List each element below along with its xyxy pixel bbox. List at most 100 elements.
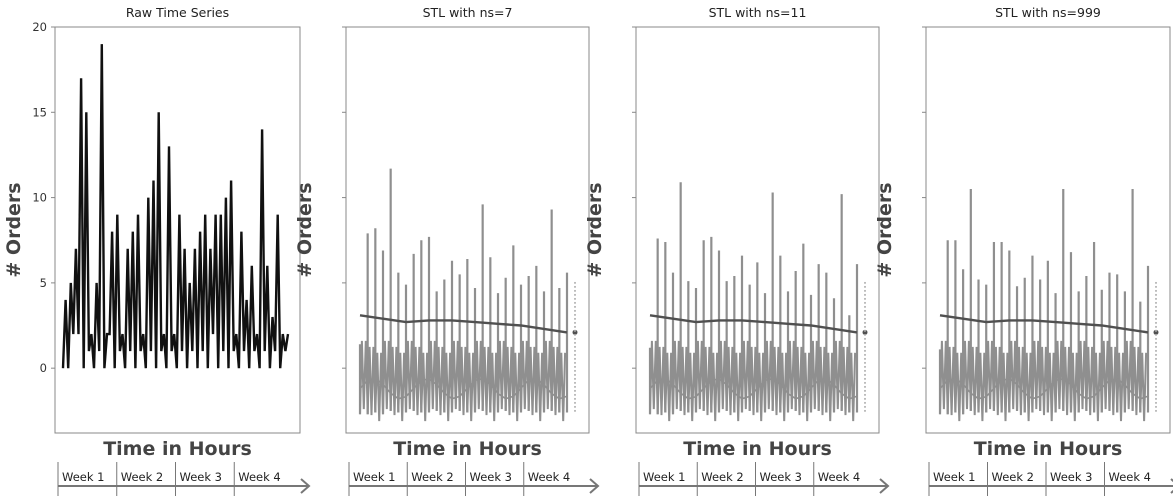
residual-dot bbox=[864, 397, 866, 400]
residual-dot bbox=[574, 405, 576, 408]
plot-frame bbox=[925, 26, 1171, 434]
residual-dot bbox=[864, 329, 866, 332]
residual-dot bbox=[574, 357, 576, 360]
residual-dot bbox=[864, 317, 866, 320]
residual-dot bbox=[1155, 409, 1157, 412]
residual-dot bbox=[574, 397, 576, 400]
residual-dot bbox=[864, 389, 866, 392]
week-label: Week 2 bbox=[992, 470, 1034, 484]
residual-dot bbox=[864, 405, 866, 408]
y-tick-label: 5 bbox=[40, 276, 47, 290]
x-axis-label: Time in Hours bbox=[103, 438, 252, 460]
timeline-arrow-head bbox=[300, 478, 311, 494]
plot-frame bbox=[635, 26, 880, 434]
residual-dot bbox=[1155, 381, 1157, 384]
trend-end-marker bbox=[862, 329, 868, 335]
panel-title: STL with ns=999 bbox=[995, 5, 1101, 20]
residual-dot bbox=[574, 369, 576, 372]
residual-dot bbox=[864, 373, 866, 376]
y-axis-label: # Orders bbox=[874, 182, 896, 277]
panel-1: Raw Time Series 0 5 10 15 20 # Orders Time in H… bbox=[3, 5, 311, 496]
timeline-arrow-head bbox=[589, 478, 600, 494]
residual-dot bbox=[864, 293, 866, 296]
residual-dot bbox=[1155, 305, 1157, 308]
residual-dot bbox=[574, 305, 576, 308]
week-timeline: Week 1 Week 2 Week 3 Week 4 bbox=[57, 462, 311, 496]
residual-dot bbox=[574, 345, 576, 348]
residual-dot bbox=[864, 309, 866, 312]
residual-dot bbox=[1155, 301, 1157, 304]
residual-dot bbox=[864, 357, 866, 360]
week-label: Week 2 bbox=[701, 470, 743, 484]
week-label: Week 1 bbox=[353, 470, 395, 484]
residual-dot bbox=[574, 409, 576, 412]
residual-dot bbox=[864, 353, 866, 356]
week-timeline: Week 1 Week 2 Week 3 Week 4 bbox=[928, 462, 1173, 496]
residual-dot bbox=[1155, 401, 1157, 404]
residual-dot bbox=[574, 341, 576, 344]
week-label: Week 4 bbox=[528, 470, 570, 484]
residual-dot bbox=[1155, 365, 1157, 368]
residual-dot bbox=[1155, 293, 1157, 296]
week-label: Week 1 bbox=[643, 470, 685, 484]
residual-dot bbox=[1155, 281, 1157, 284]
residual-dot bbox=[1155, 345, 1157, 348]
panel-title: Raw Time Series bbox=[126, 5, 229, 20]
week-label: Week 3 bbox=[470, 470, 512, 484]
week-label: Week 3 bbox=[760, 470, 802, 484]
residual-dot bbox=[574, 297, 576, 300]
week-label: Week 4 bbox=[1109, 470, 1151, 484]
residual-dot bbox=[574, 285, 576, 288]
residual-dot bbox=[1155, 333, 1157, 336]
residual-dot bbox=[1155, 353, 1157, 356]
week-label: Week 3 bbox=[180, 470, 222, 484]
residual-dot bbox=[574, 377, 576, 380]
timeline-arrow-head bbox=[879, 478, 890, 494]
seasonal-base-curve bbox=[649, 377, 858, 400]
residual-dot bbox=[1155, 289, 1157, 292]
residual-dot bbox=[574, 333, 576, 336]
plot-frame bbox=[345, 26, 590, 434]
residual-dot bbox=[1155, 285, 1157, 288]
trend-end-marker bbox=[1153, 329, 1159, 335]
residual-dot bbox=[1155, 405, 1157, 408]
residual-dot bbox=[1155, 393, 1157, 396]
week-label: Week 2 bbox=[411, 470, 453, 484]
week-timeline: Week 1 Week 2 Week 3 Week 4 bbox=[348, 462, 600, 496]
week-timeline: Week 1 Week 2 Week 3 Week 4 bbox=[638, 462, 890, 496]
residual-dot bbox=[574, 309, 576, 312]
residual-dot bbox=[864, 325, 866, 328]
residual-dot bbox=[864, 349, 866, 352]
residual-dot bbox=[574, 337, 576, 340]
residual-dot bbox=[574, 401, 576, 404]
residual-dot bbox=[864, 361, 866, 364]
residual-dot bbox=[864, 341, 866, 344]
y-tick-label: 10 bbox=[32, 191, 47, 205]
residual-dot bbox=[864, 385, 866, 388]
residual-dot bbox=[574, 321, 576, 324]
seasonal-series bbox=[938, 189, 1150, 422]
residual-dot bbox=[1155, 341, 1157, 344]
residual-dot bbox=[574, 329, 576, 332]
plot-frame bbox=[54, 26, 301, 434]
residual-dot bbox=[864, 281, 866, 284]
residual-dot bbox=[1155, 325, 1157, 328]
residual-dot bbox=[574, 325, 576, 328]
residual-dot bbox=[574, 353, 576, 356]
residual-dot bbox=[574, 389, 576, 392]
residual-dot bbox=[574, 365, 576, 368]
seasonal-base-curve bbox=[939, 377, 1149, 400]
trend-line bbox=[649, 314, 858, 334]
residual-dot bbox=[864, 333, 866, 336]
residual-dot bbox=[864, 409, 866, 412]
residual-dot bbox=[574, 281, 576, 284]
residual-dot bbox=[574, 293, 576, 296]
residual-dot bbox=[574, 373, 576, 376]
residual-dot bbox=[864, 377, 866, 380]
y-axis-label: # Orders bbox=[3, 182, 25, 277]
panel-title: STL with ns=11 bbox=[709, 5, 807, 20]
